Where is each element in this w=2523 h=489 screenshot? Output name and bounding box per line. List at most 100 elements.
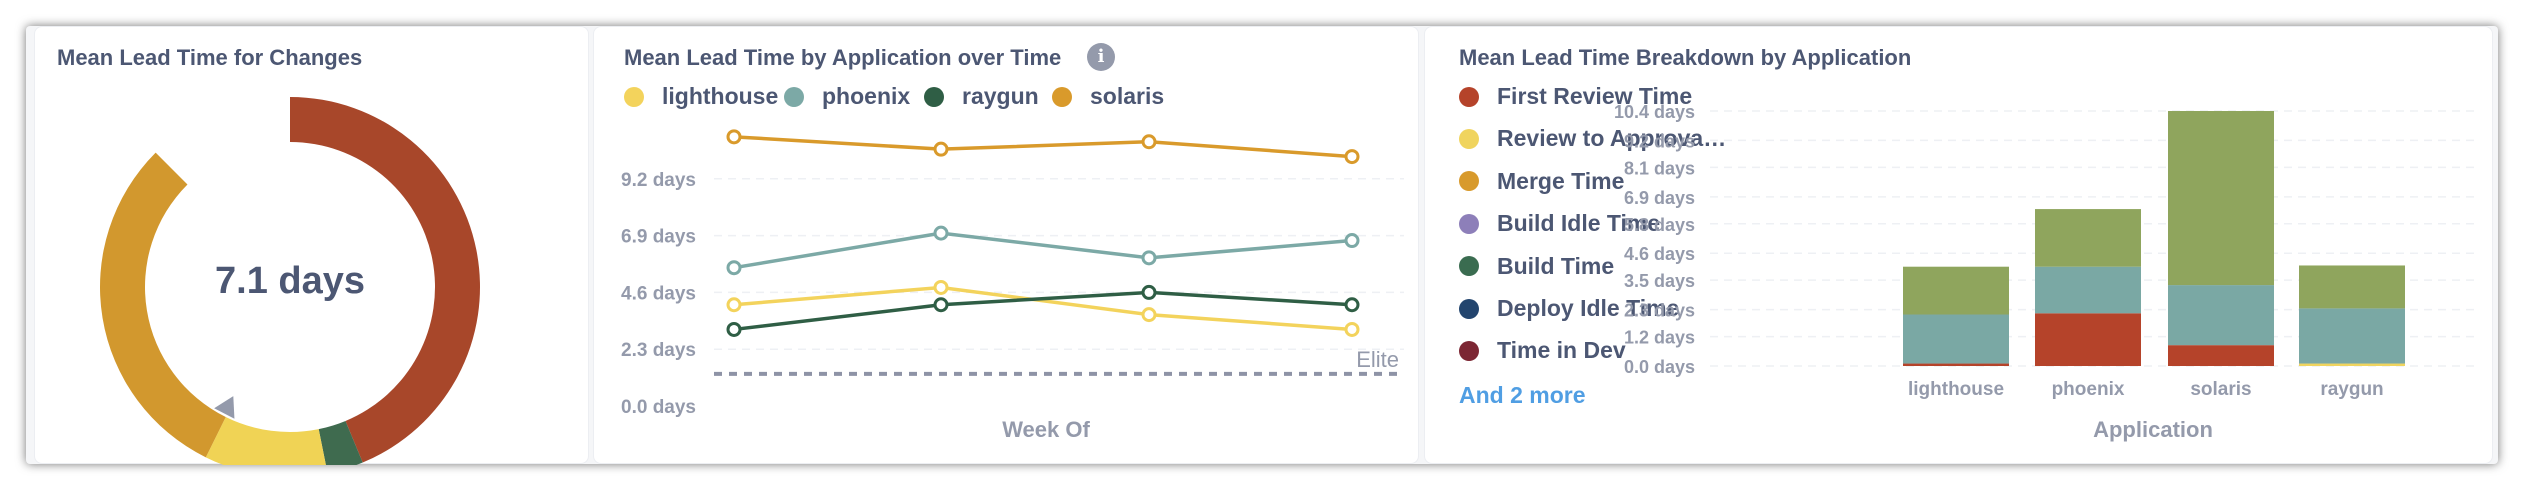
legend-label: Build Time: [1497, 252, 1615, 279]
card-title: Mean Lead Time Breakdown by Application: [1459, 45, 1912, 70]
goal-label: Elite: [1356, 347, 1399, 372]
legend-item-4[interactable]: Build Time: [1459, 253, 1614, 280]
card-lead-time-breakdown[interactable]: Mean Lead Time Breakdown by Application …: [1424, 26, 2493, 464]
legend-item-5[interactable]: Deploy Idle Time: [1459, 295, 1679, 322]
data-point-raygun[interactable]: [726, 321, 742, 337]
data-point-lighthouse[interactable]: [1344, 321, 1360, 337]
card-title: Mean Lead Time by Application over Time: [624, 45, 1062, 70]
legend-label: Time in Dev: [1497, 337, 1626, 364]
donut-center-value: 7.1 days: [215, 260, 365, 302]
y-tick-label: 6.9 days: [621, 227, 696, 248]
series-line-raygun[interactable]: [733, 290, 1353, 332]
donut-segment-2[interactable]: [205, 416, 328, 465]
x-tick-label: phoenix: [2052, 379, 2125, 400]
bar-segment-phoenix-0[interactable]: [2035, 313, 2141, 366]
bar-segment-lighthouse-0[interactable]: [1903, 363, 2009, 366]
legend-label: First Review Time: [1497, 83, 1693, 109]
bar-segment-solaris-0[interactable]: [2168, 345, 2274, 366]
data-point-raygun[interactable]: [1141, 284, 1157, 300]
series-line-lighthouse[interactable]: [733, 285, 1353, 332]
legend-dot: [1052, 86, 1072, 107]
legend-item-1[interactable]: Review to Approva…: [1459, 125, 1726, 152]
donut-marker: [214, 396, 235, 419]
legend-dot: [1459, 128, 1479, 149]
data-point-solaris[interactable]: [1141, 134, 1157, 150]
legend-item-solaris[interactable]: solaris: [1052, 83, 1164, 110]
legend-dot: [1459, 171, 1479, 192]
y-tick-label: 4.6 days: [1624, 244, 1695, 264]
data-point-solaris[interactable]: [933, 141, 949, 157]
y-tick-label: 9.2 days: [621, 170, 696, 191]
data-point-phoenix[interactable]: [1141, 250, 1157, 266]
legend-dot: [1459, 340, 1479, 361]
data-point-solaris[interactable]: [726, 129, 742, 145]
info-icon[interactable]: i: [1087, 43, 1115, 71]
bar-segment-phoenix-2[interactable]: [2035, 266, 2141, 314]
card-title: Mean Lead Time for Changes: [57, 45, 363, 70]
legend-label: Merge Time: [1497, 167, 1625, 194]
data-point-solaris[interactable]: [1344, 149, 1360, 165]
data-point-phoenix[interactable]: [933, 225, 949, 241]
data-point-phoenix[interactable]: [1344, 233, 1360, 249]
bar-segment-lighthouse-2[interactable]: [1903, 314, 2009, 364]
data-point-phoenix[interactable]: [726, 260, 742, 276]
donut-chart: 7.1 days: [100, 97, 481, 465]
y-tick-label: 0.0 days: [621, 397, 696, 418]
y-tick-label: 5.8 days: [1624, 215, 1695, 235]
x-tick-label: lighthouse: [1908, 379, 2004, 400]
legend-dot: [924, 86, 944, 107]
legend-item-phoenix[interactable]: phoenix: [784, 83, 910, 110]
y-tick-label: 9.2 days: [1624, 131, 1695, 151]
bar-segment-raygun-2[interactable]: [2299, 308, 2405, 364]
legend-item-6[interactable]: Time in Dev: [1459, 337, 1626, 364]
donut-segment-1[interactable]: [318, 420, 363, 465]
y-tick-label: 2.3 days: [621, 340, 696, 361]
y-tick-label: 10.4 days: [1614, 102, 1695, 122]
series-line-phoenix[interactable]: [733, 231, 1353, 270]
data-point-lighthouse[interactable]: [1141, 307, 1157, 323]
y-tick-label: 2.3 days: [1624, 301, 1695, 321]
donut-segment-3[interactable]: [100, 152, 226, 458]
data-point-lighthouse[interactable]: [933, 279, 949, 295]
bar-segment-lighthouse-3[interactable]: [1903, 266, 2009, 315]
legend-label: solaris: [1090, 83, 1165, 109]
bar-segment-solaris-3[interactable]: [2168, 111, 2274, 286]
line-chart: 0.0 days 2.3 days 4.6 days 6.9 days 9.2 days…: [621, 129, 1404, 442]
bar-chart: 0.0 days 1.2 days 2.3 days 3.5 days 4.6 days…: [1614, 102, 2475, 442]
card-lead-time-over-time[interactable]: Mean Lead Time by Application over Time …: [593, 26, 1419, 464]
x-tick-label: solaris: [2190, 379, 2251, 400]
more-legend-link[interactable]: And 2 more: [1459, 382, 1586, 408]
donut-segment-0[interactable]: [290, 97, 481, 463]
data-point-raygun[interactable]: [1344, 297, 1360, 313]
legend-label: Build Idle Time: [1497, 210, 1661, 237]
x-tick-label: raygun: [2320, 379, 2383, 400]
y-tick-label: 3.5 days: [1624, 271, 1695, 291]
y-tick-label: 6.9 days: [1624, 188, 1695, 208]
card-mean-lead-time[interactable]: Mean Lead Time for Changes 7.1 days: [34, 26, 589, 465]
legend-label: Review to Approva…: [1497, 125, 1727, 152]
legend-dot: [1459, 86, 1479, 107]
data-point-lighthouse[interactable]: [726, 297, 742, 313]
bar-segment-solaris-2[interactable]: [2168, 285, 2274, 346]
dashboard-frame: Mean Lead Time for Changes 7.1 days Mean…: [26, 26, 2498, 465]
bar-segment-phoenix-3[interactable]: [2035, 209, 2141, 267]
legend-label: raygun: [962, 83, 1039, 109]
legend-dot: [784, 86, 804, 107]
legend-dot: [1459, 213, 1479, 234]
legend-dot: [624, 86, 644, 107]
x-axis-label: Week Of: [1002, 417, 1090, 442]
legend-label: Deploy Idle Time: [1497, 295, 1680, 321]
legend-item-lighthouse[interactable]: lighthouse: [624, 83, 778, 110]
series-line-solaris[interactable]: [733, 135, 1353, 159]
data-point-raygun[interactable]: [933, 297, 949, 313]
legend-item-3[interactable]: Build Idle Time: [1459, 210, 1660, 237]
legend-item-raygun[interactable]: raygun: [924, 83, 1039, 110]
bar-segment-raygun-1[interactable]: [2299, 363, 2405, 366]
bar-segment-raygun-3[interactable]: [2299, 265, 2405, 309]
legend-item-0[interactable]: First Review Time: [1459, 83, 1692, 110]
x-axis-label: Application: [2093, 417, 2213, 442]
y-tick-label: 4.6 days: [621, 283, 696, 304]
legend-item-2[interactable]: Merge Time: [1459, 168, 1624, 195]
legend-dot: [1459, 298, 1479, 319]
legend-label: lighthouse: [662, 83, 779, 109]
